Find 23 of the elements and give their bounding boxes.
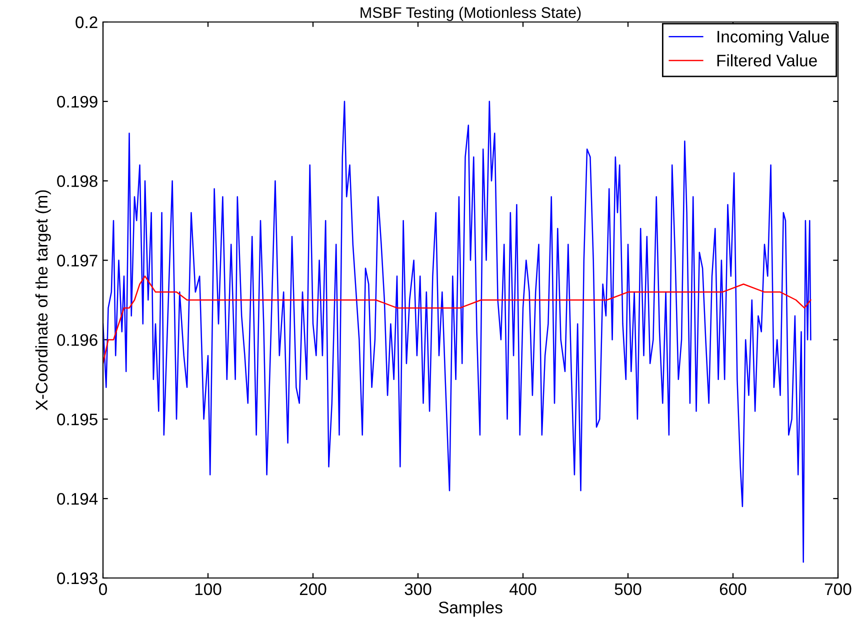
x-axis-title: Samples [438, 601, 502, 617]
y-tick-label: 0.197 [57, 254, 98, 266]
y-tick-label: 0.195 [57, 414, 98, 426]
y-tick-label: 0.198 [57, 175, 98, 188]
y-tick-label: 0.194 [57, 492, 98, 505]
x-tick-label: 600 [720, 583, 746, 596]
y-tick-label: 0.2 [76, 16, 98, 28]
y-axis-title: X-Coordinate of the target (m) [35, 190, 51, 410]
y-tick-label: 0.199 [57, 96, 98, 108]
x-tick-label: 100 [195, 583, 222, 596]
x-tick-label: 700 [824, 583, 852, 596]
chart-title: MSBF Testing (Motionless State) [360, 6, 581, 22]
line-series [103, 276, 812, 364]
x-tick-label: 300 [404, 583, 432, 596]
x-tick-label: 0 [99, 583, 107, 596]
legend-label: Incoming Value [718, 30, 829, 46]
line-series [103, 100, 812, 563]
y-tick-label: 0.193 [57, 572, 98, 584]
legend-label: Filtered Value [717, 54, 817, 66]
y-tick-label: 0.196 [57, 334, 98, 346]
x-tick-label: 400 [509, 583, 536, 596]
x-tick-label: 500 [614, 583, 642, 596]
x-tick-label: 200 [300, 583, 326, 596]
